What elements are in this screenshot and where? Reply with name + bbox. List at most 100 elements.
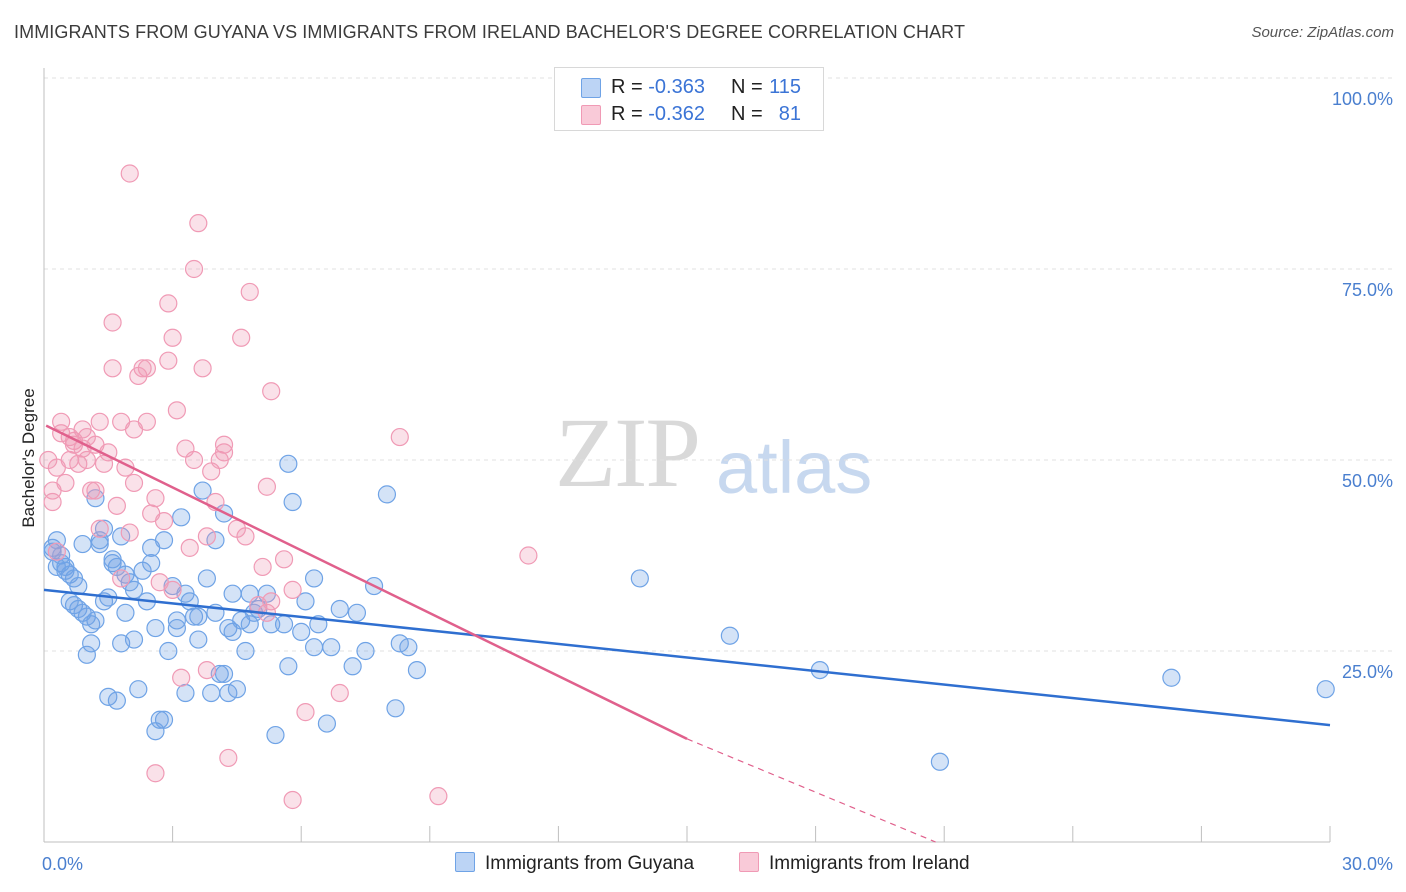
guyana-point — [304, 638, 324, 657]
guyana-point — [283, 492, 302, 512]
x-tick-label: 0.0% — [42, 854, 83, 874]
guyana-point — [343, 657, 362, 676]
ireland-point — [197, 660, 216, 680]
ireland-point — [184, 450, 204, 470]
ireland-point — [112, 569, 131, 588]
ireland-point — [180, 538, 199, 557]
guyana-point — [197, 569, 216, 588]
legend-n-value: 115 — [769, 76, 801, 98]
watermark-atlas: atlas — [716, 426, 873, 509]
ireland-point — [159, 351, 178, 370]
series-ireland-points — [39, 164, 538, 810]
ireland-point — [197, 527, 216, 546]
guyana-point — [227, 680, 246, 699]
legend-row-guyana: R = -0.363 N = 115 — [555, 74, 823, 100]
bottom-legend-label-guyana: Immigrants from Guyana — [485, 853, 695, 874]
guyana-point — [930, 752, 950, 771]
guyana-point — [154, 710, 174, 729]
guyana-point — [189, 630, 208, 649]
guyana-point — [124, 630, 144, 649]
axis-labels: 25.0% 50.0% 75.0% 100.0% 0.0% 30.0% Bachelor's… — [19, 89, 1393, 874]
guyana-point — [219, 683, 238, 703]
guyana-point — [347, 603, 367, 622]
ireland-point — [146, 764, 165, 783]
guyana-point — [176, 683, 195, 703]
ireland-point — [77, 450, 96, 470]
x-tick-label: 30.0% — [1342, 854, 1393, 874]
ireland-point — [120, 164, 139, 183]
guyana-point — [279, 454, 298, 473]
legend-r-label: R = — [611, 76, 643, 98]
ireland-point — [193, 359, 212, 378]
guyana-point — [1316, 680, 1335, 699]
ireland-point — [253, 557, 272, 577]
legend-n-label: N = — [731, 103, 763, 125]
ireland-point — [124, 473, 144, 493]
guyana-point — [154, 531, 174, 550]
ireland-point — [47, 542, 66, 561]
chart-title: IMMIGRANTS FROM GUYANA VS IMMIGRANTS FRO… — [14, 22, 966, 42]
ireland-point — [330, 683, 349, 703]
guyana-point — [377, 485, 397, 504]
guyana-point — [274, 615, 294, 634]
trend-line-ireland-extension — [686, 738, 936, 843]
ireland-point — [390, 427, 409, 447]
guyana-point — [189, 607, 208, 626]
legend-r-label: R = — [611, 103, 643, 125]
source-label: Source: ZipAtlas.com — [1251, 24, 1394, 41]
ireland-point — [163, 328, 182, 347]
series-guyana-points — [43, 454, 1335, 771]
guyana-point — [304, 569, 324, 588]
ireland-point — [103, 359, 122, 378]
guyana-point — [279, 657, 298, 676]
guyana-point — [73, 534, 92, 554]
trend-lines — [43, 424, 1331, 843]
ireland-point — [137, 359, 156, 378]
trend-line-ireland — [45, 424, 688, 740]
ireland-point — [120, 523, 139, 542]
gridlines — [44, 77, 1392, 652]
correlation-legend: R = -0.363 N = 115 R = -0.362 N = 81 — [554, 67, 824, 131]
guyana-point — [86, 611, 105, 630]
guyana-point — [146, 618, 165, 638]
ireland-point — [257, 477, 277, 496]
ireland-point — [184, 259, 204, 279]
guyana-point — [180, 592, 199, 611]
guyana-point — [82, 634, 101, 653]
legend-n-value: 81 — [778, 103, 801, 125]
legend-swatch-pink — [581, 105, 601, 125]
guyana-point — [112, 527, 131, 546]
legend-n-label: N = — [731, 76, 763, 98]
guyana-point — [720, 626, 739, 645]
ireland-point — [133, 359, 152, 378]
axes — [43, 68, 1331, 843]
ireland-point — [56, 473, 75, 493]
ireland-point — [52, 412, 71, 431]
guyana-point — [240, 615, 259, 634]
guyana-point — [356, 641, 375, 661]
y-tick-label: 100.0% — [1332, 89, 1393, 109]
legend-row-ireland: R = -0.362 N = 81 — [555, 101, 823, 127]
guyana-point — [116, 603, 135, 622]
guyana-point — [77, 645, 96, 664]
ireland-point — [189, 214, 208, 233]
guyana-point — [193, 481, 212, 500]
ireland-point — [146, 489, 165, 508]
ireland-point — [274, 550, 294, 569]
y-tick-label: 75.0% — [1342, 280, 1393, 300]
guyana-point — [317, 714, 337, 733]
bottom-legend-swatch-blue — [455, 852, 475, 872]
legend-r-value: -0.362 — [648, 103, 705, 125]
guyana-point — [296, 592, 315, 611]
guyana-point — [223, 584, 242, 603]
guyana-point — [399, 638, 418, 657]
y-axis-title: Bachelor's Degree — [19, 388, 38, 527]
guyana-point — [99, 687, 118, 706]
guyana-point — [202, 683, 221, 703]
guyana-point — [184, 607, 204, 626]
bottom-legend-swatch-pink — [739, 852, 759, 872]
ireland-point — [167, 401, 186, 420]
guyana-point — [292, 622, 311, 642]
ireland-point — [283, 580, 302, 599]
guyana-point — [129, 680, 148, 699]
